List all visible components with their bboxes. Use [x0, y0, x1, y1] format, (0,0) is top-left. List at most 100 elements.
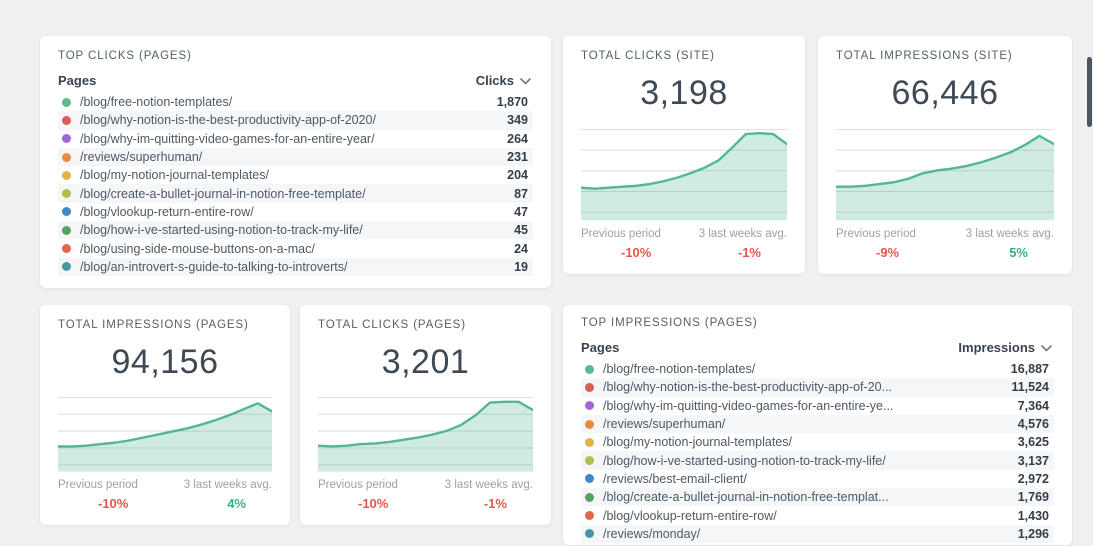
chart-changes: -10% -1%	[318, 491, 533, 511]
metric-value: 4,576	[1017, 417, 1049, 432]
page-link[interactable]: /blog/why-notion-is-the-best-productivit…	[603, 380, 893, 395]
card-top-clicks-pages: TOP CLICKS (PAGES) Pages Clicks /blog/fr…	[40, 36, 551, 288]
avg-change-value: -1%	[483, 496, 507, 511]
page-link[interactable]: /blog/free-notion-templates/	[80, 95, 233, 110]
table-row[interactable]: /blog/why-notion-is-the-best-productivit…	[58, 111, 533, 130]
area-chart	[318, 392, 533, 472]
metric-value: 47	[514, 204, 528, 219]
table-header: Pages Clicks	[58, 73, 533, 88]
chart-area	[58, 392, 272, 473]
table-row[interactable]: /blog/why-im-quitting-video-games-for-an…	[58, 130, 533, 148]
table-row[interactable]: /blog/using-side-mouse-buttons-on-a-mac/…	[58, 239, 533, 257]
page-link[interactable]: /blog/create-a-bullet-journal-in-notion-…	[603, 490, 889, 505]
page-link[interactable]: /blog/using-side-mouse-buttons-on-a-mac/	[80, 241, 315, 256]
chart-trend-line	[836, 136, 1054, 187]
table-row[interactable]: /blog/free-notion-templates/16,887	[581, 360, 1054, 378]
chart-trend-line	[581, 133, 787, 188]
page-link[interactable]: /blog/vlookup-return-entire-row/	[603, 508, 777, 523]
chart-area	[318, 392, 533, 473]
chart-trend-line	[58, 403, 272, 446]
metric-value: 19	[514, 259, 528, 274]
table-row[interactable]: /blog/vlookup-return-entire-row/47	[58, 203, 533, 221]
table-row[interactable]: /reviews/superhuman/231	[58, 147, 533, 167]
table-row[interactable]: /reviews/best-email-client/2,972	[581, 470, 1054, 488]
page-color-dot	[62, 207, 71, 217]
column-header-impressions-sort[interactable]: Impressions	[958, 340, 1052, 355]
column-header-pages: Pages	[581, 340, 620, 355]
chart-changes: -9% 5%	[836, 240, 1054, 260]
table-row[interactable]: /blog/my-notion-journal-templates/204	[58, 166, 533, 184]
chart-trend-line	[318, 402, 533, 447]
metric-value: 3,625	[1017, 435, 1049, 450]
table-row[interactable]: /reviews/superhuman/4,576	[581, 414, 1054, 434]
table-row[interactable]: /blog/create-a-bullet-journal-in-notion-…	[58, 184, 533, 203]
page-color-dot	[585, 511, 594, 521]
avg-change-value: 5%	[1009, 245, 1028, 260]
metric-value: 1,769	[1017, 490, 1049, 505]
area-chart	[836, 123, 1054, 221]
metric-value: 11,524	[1011, 380, 1049, 395]
card-title: TOTAL IMPRESSIONS (SITE)	[836, 50, 1013, 62]
card-title: TOTAL CLICKS (SITE)	[581, 50, 715, 62]
page-link[interactable]: /blog/how-i-ve-started-using-notion-to-t…	[603, 453, 886, 468]
table-row[interactable]: /blog/create-a-bullet-journal-in-notion-…	[581, 488, 1054, 507]
card-title: TOTAL CLICKS (PAGES)	[318, 319, 466, 331]
table-row[interactable]: /blog/why-im-quitting-video-games-for-an…	[581, 397, 1054, 415]
page-color-dot	[62, 115, 71, 125]
chart-area	[581, 123, 787, 222]
metric-value: 231	[507, 150, 528, 165]
page-link[interactable]: /blog/vlookup-return-entire-row/	[80, 204, 254, 219]
page-link[interactable]: /reviews/best-email-client/	[603, 471, 747, 486]
previous-change-value: -10%	[98, 496, 129, 511]
page-link[interactable]: /blog/how-i-ve-started-using-notion-to-t…	[80, 223, 363, 238]
table-row[interactable]: /blog/an-introvert-s-guide-to-talking-to…	[58, 257, 533, 276]
avg-change-value: 4%	[227, 496, 246, 511]
card-title: TOP CLICKS (PAGES)	[58, 50, 192, 62]
card-title: TOP IMPRESSIONS (PAGES)	[581, 317, 758, 329]
table-row[interactable]: /blog/how-i-ve-started-using-notion-to-t…	[581, 451, 1054, 470]
page-color-dot	[62, 170, 71, 180]
page-link[interactable]: /blog/why-im-quitting-video-games-for-an…	[603, 398, 894, 413]
card-total-impressions-site: TOTAL IMPRESSIONS (SITE) 66,446 Previous…	[818, 36, 1072, 274]
metric-value: 87	[514, 186, 528, 201]
metric-value: 3,137	[1017, 453, 1049, 468]
page-link[interactable]: /blog/create-a-bullet-journal-in-notion-…	[80, 186, 366, 201]
page-color-dot	[585, 492, 594, 502]
page-color-dot	[62, 152, 71, 162]
metric-value: 1,296	[1017, 526, 1049, 541]
page-link[interactable]: /blog/why-im-quitting-video-games-for-an…	[80, 131, 375, 146]
column-header-clicks-sort[interactable]: Clicks	[476, 73, 531, 88]
table-row[interactable]: /blog/how-i-ve-started-using-notion-to-t…	[58, 221, 533, 240]
page-link[interactable]: /reviews/monday/	[603, 526, 701, 541]
chart-area	[836, 123, 1054, 222]
metric-value: 204	[507, 168, 528, 183]
page-color-dot	[585, 364, 594, 374]
card-top-impressions-pages: TOP IMPRESSIONS (PAGES) Pages Impression…	[563, 305, 1072, 545]
table-row[interactable]: /blog/why-notion-is-the-best-productivit…	[581, 378, 1054, 397]
metric-value: 264	[507, 131, 528, 146]
metric-value: 16,887	[1010, 362, 1049, 377]
avg-label: 3 last weeks avg.	[965, 228, 1054, 240]
page-color-dot	[585, 419, 594, 429]
table-row[interactable]: /reviews/monday/1,296	[581, 524, 1054, 543]
table-header: Pages Impressions	[581, 340, 1054, 355]
page-link[interactable]: /reviews/superhuman/	[603, 417, 726, 432]
page-link[interactable]: /blog/why-notion-is-the-best-productivit…	[80, 113, 376, 128]
page-link[interactable]: /blog/an-introvert-s-guide-to-talking-to…	[80, 259, 348, 274]
table-row[interactable]: /blog/free-notion-templates/1,870	[58, 93, 533, 111]
scrollbar-thumb[interactable]	[1087, 57, 1092, 127]
metric-value: 45	[514, 223, 528, 238]
chart-area-fill	[581, 133, 787, 221]
metric-value: 7,364	[1017, 398, 1049, 413]
page-color-dot	[585, 529, 594, 539]
page-link[interactable]: /blog/my-notion-journal-templates/	[603, 435, 792, 450]
table-row[interactable]: /blog/my-notion-journal-templates/3,625	[581, 433, 1054, 451]
dashboard-row-bottom: TOTAL IMPRESSIONS (PAGES) 94,156 Previou…	[40, 305, 1072, 545]
previous-change-value: -9%	[876, 245, 900, 260]
page-link[interactable]: /reviews/superhuman/	[80, 150, 203, 165]
page-color-dot	[62, 262, 71, 272]
page-link[interactable]: /blog/my-notion-journal-templates/	[80, 168, 269, 183]
previous-period-label: Previous period	[836, 228, 916, 240]
table-row[interactable]: /blog/vlookup-return-entire-row/1,430	[581, 506, 1054, 524]
page-link[interactable]: /blog/free-notion-templates/	[603, 362, 756, 377]
